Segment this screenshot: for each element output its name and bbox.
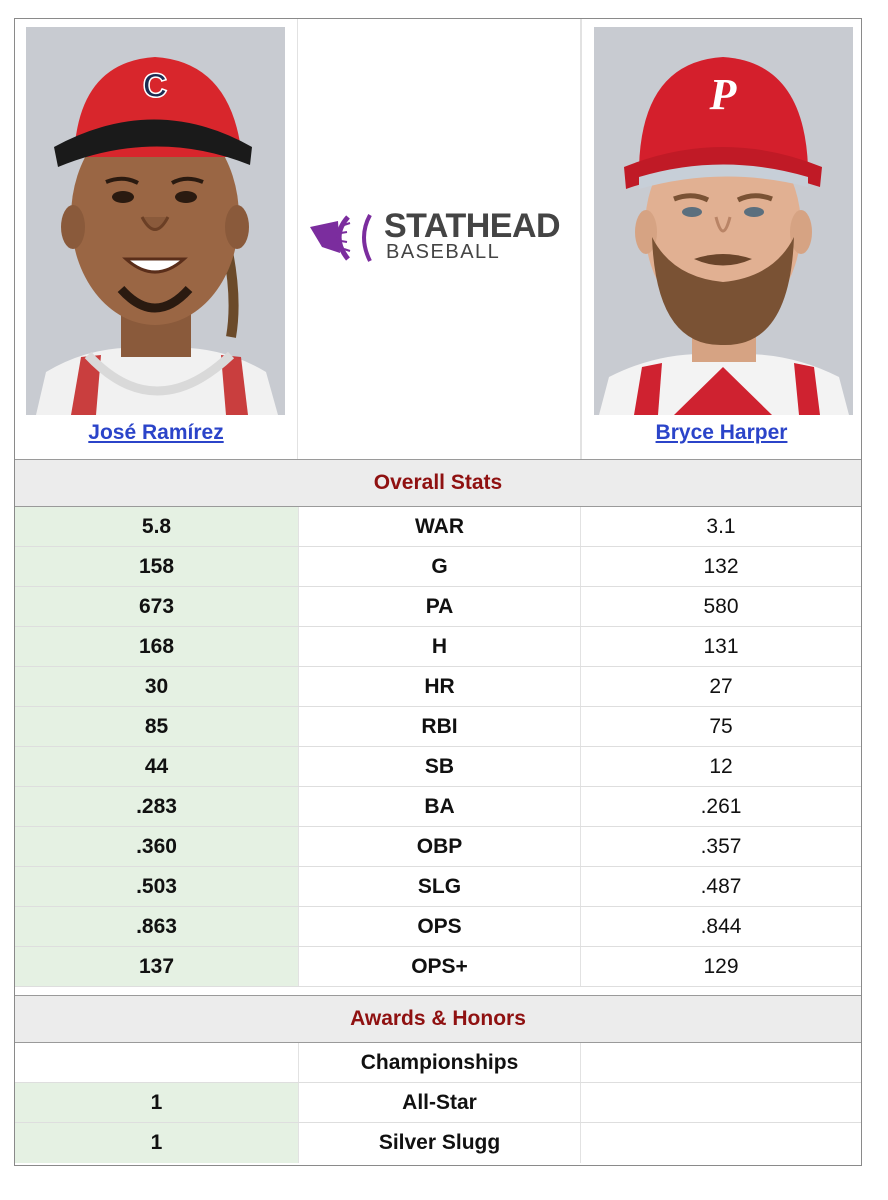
comparison-table: C José Ramírez bbox=[14, 18, 862, 1166]
award-right-value bbox=[581, 1043, 861, 1082]
stat-row-obp: .360 OBP .357 bbox=[15, 827, 861, 867]
stat-row-pa: 673 PA 580 bbox=[15, 587, 861, 627]
stat-row-ops-plus: 137 OPS+ 129 bbox=[15, 947, 861, 987]
player-left-headshot: C bbox=[26, 27, 285, 415]
stat-right-value: .487 bbox=[700, 875, 742, 898]
player-right-photo: P bbox=[594, 27, 853, 415]
players-header: C José Ramírez bbox=[15, 19, 861, 459]
stat-right-value: 131 bbox=[703, 635, 739, 658]
stat-left-value: 85 bbox=[15, 707, 298, 746]
stat-label: G bbox=[298, 547, 581, 586]
stat-right-value: 27 bbox=[709, 675, 733, 698]
stat-row-h: 168 H 131 bbox=[15, 627, 861, 667]
stat-left-value: 168 bbox=[15, 627, 298, 666]
stat-right-value: .261 bbox=[700, 795, 742, 818]
stat-right-value: 129 bbox=[703, 955, 739, 978]
stat-row-slg: .503 SLG .487 bbox=[15, 867, 861, 907]
logo-cell: STATHEAD BASEBALL bbox=[298, 19, 581, 459]
stat-left-value: 44 bbox=[15, 747, 298, 786]
section-header-awards: Awards & Honors bbox=[15, 995, 861, 1043]
player-right-cap-letter: P bbox=[709, 70, 738, 119]
award-right-value bbox=[581, 1083, 861, 1122]
award-left-value: 1 bbox=[15, 1123, 298, 1163]
stat-row-ba: .283 BA .261 bbox=[15, 787, 861, 827]
section-header-overall: Overall Stats bbox=[15, 459, 861, 507]
stat-row-hr: 30 HR 27 bbox=[15, 667, 861, 707]
player-left-cap-letter: C bbox=[143, 67, 168, 105]
logo-subtitle: BASEBALL bbox=[386, 241, 501, 263]
stat-left-value: 30 bbox=[15, 667, 298, 706]
player-right-name-link[interactable]: Bryce Harper bbox=[655, 421, 788, 444]
stat-row-ops: .863 OPS .844 bbox=[15, 907, 861, 947]
stat-left-value: .503 bbox=[15, 867, 298, 906]
award-label: Championships bbox=[298, 1043, 581, 1082]
stat-label: BA bbox=[298, 787, 581, 826]
stat-label: OBP bbox=[298, 827, 581, 866]
stathead-logo[interactable]: STATHEAD BASEBALL bbox=[308, 207, 570, 267]
player-right-cell: P Bryce Harper bbox=[581, 19, 861, 459]
stat-left-value: 673 bbox=[15, 587, 298, 626]
stathead-baseball-icon bbox=[310, 214, 372, 262]
stat-left-value: 158 bbox=[15, 547, 298, 586]
award-left-value bbox=[15, 1043, 298, 1082]
player-left-photo: C bbox=[26, 27, 285, 415]
player-left-name-link[interactable]: José Ramírez bbox=[88, 421, 224, 444]
player-left-cell: C José Ramírez bbox=[15, 19, 298, 459]
logo-title: STATHEAD bbox=[384, 207, 561, 245]
stat-right-value: .844 bbox=[700, 915, 742, 938]
stat-right-value: 132 bbox=[703, 555, 739, 578]
stat-label: OPS bbox=[298, 907, 581, 946]
stat-label: HR bbox=[298, 667, 581, 706]
award-label: All-Star bbox=[298, 1083, 581, 1122]
stat-label: OPS+ bbox=[298, 947, 581, 986]
stat-label: RBI bbox=[298, 707, 581, 746]
stat-label: SLG bbox=[298, 867, 581, 906]
stat-right-value: 12 bbox=[709, 755, 733, 778]
stat-label: SB bbox=[298, 747, 581, 786]
stat-label: PA bbox=[298, 587, 581, 626]
stat-left-value: .863 bbox=[15, 907, 298, 946]
award-left-value: 1 bbox=[15, 1083, 298, 1122]
stat-left-value: .283 bbox=[15, 787, 298, 826]
stat-row-rbi: 85 RBI 75 bbox=[15, 707, 861, 747]
stat-right-value: 580 bbox=[703, 595, 739, 618]
stat-row-g: 158 G 132 bbox=[15, 547, 861, 587]
player-right-headshot: P bbox=[594, 27, 853, 415]
stat-row-sb: 44 SB 12 bbox=[15, 747, 861, 787]
stat-right-value: 75 bbox=[709, 715, 733, 738]
stat-left-value: 137 bbox=[15, 947, 298, 986]
award-row-championships: Championships bbox=[15, 1043, 861, 1083]
stat-left-value: 5.8 bbox=[15, 507, 298, 546]
award-label: Silver Slugg bbox=[298, 1123, 581, 1163]
award-row-all-star: 1 All-Star bbox=[15, 1083, 861, 1123]
stat-left-value: .360 bbox=[15, 827, 298, 866]
stat-label: WAR bbox=[298, 507, 581, 546]
stat-right-value: .357 bbox=[700, 835, 742, 858]
award-right-value bbox=[581, 1123, 861, 1163]
stat-row-war: 5.8 WAR 3.1 bbox=[15, 507, 861, 547]
award-row-silver-slugger: 1 Silver Slugg bbox=[15, 1123, 861, 1163]
stat-label: H bbox=[298, 627, 581, 666]
stat-right-value: 3.1 bbox=[706, 515, 736, 538]
